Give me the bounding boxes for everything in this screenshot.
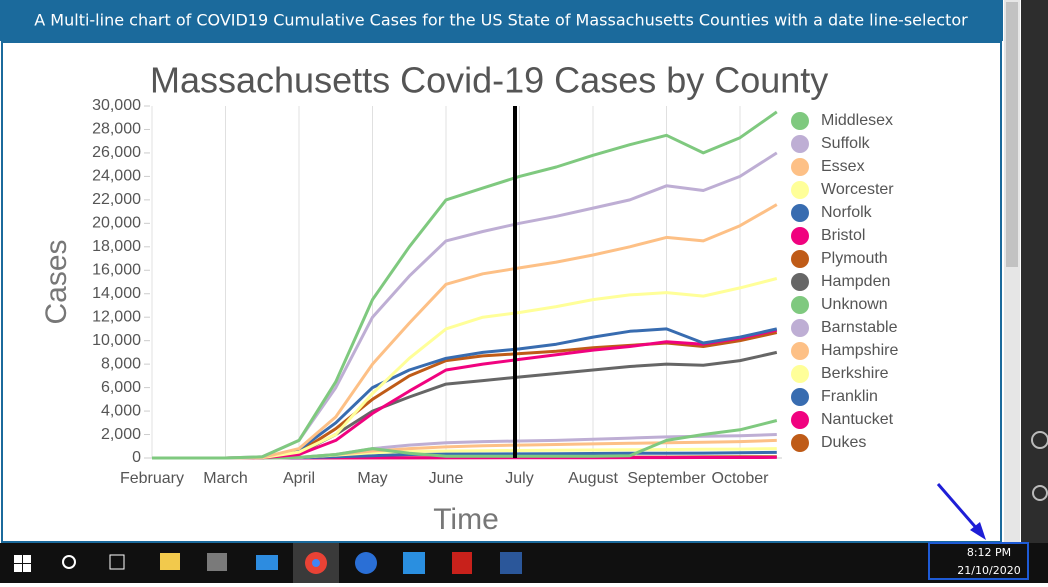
legend-marker <box>791 434 809 452</box>
arrow-head <box>970 522 986 540</box>
legend-label: Worcester <box>821 181 894 198</box>
y-tick-label: 8,000 <box>101 355 141 372</box>
y-tick-label: 22,000 <box>92 191 141 208</box>
annotation-arrow <box>936 483 980 531</box>
legend-marker <box>791 296 809 314</box>
legend-marker <box>791 227 809 245</box>
legend-marker <box>791 112 809 130</box>
x-tick-label: June <box>429 470 464 487</box>
x-tick-label: May <box>357 470 387 487</box>
y-tick-label: 16,000 <box>92 261 141 278</box>
header-title: A Multi-line chart of COVID19 Cumulative… <box>34 11 968 30</box>
legend-label: Unknown <box>821 296 888 313</box>
legend-label: Bristol <box>821 227 865 244</box>
task-view-icon[interactable] <box>109 554 125 570</box>
y-tick-label: 28,000 <box>92 121 141 138</box>
legend-marker <box>791 365 809 383</box>
y-tick-label: 24,000 <box>92 168 141 185</box>
clock-date[interactable]: 21/10/2020 <box>957 564 1020 577</box>
firefox-icon[interactable] <box>355 552 377 574</box>
y-tick-label: 30,000 <box>92 97 141 114</box>
word-icon[interactable] <box>500 552 522 574</box>
chart-frame <box>1 41 1002 543</box>
legend-marker <box>791 411 809 429</box>
legend-label: Hampden <box>821 273 890 290</box>
legend-label: Franklin <box>821 388 878 405</box>
legend-marker <box>791 135 809 153</box>
y-tick-label: 2,000 <box>101 426 141 443</box>
search-icon[interactable] <box>62 555 76 569</box>
y-axis-label: Cases <box>40 239 73 324</box>
explorer-icon[interactable] <box>160 553 180 570</box>
legend-label: Suffolk <box>821 135 871 152</box>
y-tick-label: 20,000 <box>92 215 141 232</box>
x-tick-label: September <box>627 470 706 487</box>
chart-title: Massachusetts Covid-19 Cases by County <box>150 60 828 101</box>
y-tick-label: 12,000 <box>92 308 141 325</box>
legend-marker <box>791 181 809 199</box>
settings-icon[interactable] <box>1032 485 1048 501</box>
legend-label: Dukes <box>821 434 866 451</box>
legend-label: Norfolk <box>821 204 873 221</box>
legend-marker <box>791 273 809 291</box>
store-icon[interactable] <box>207 553 227 571</box>
mail-icon[interactable] <box>256 555 278 570</box>
legend-marker <box>791 250 809 268</box>
x-tick-label: February <box>120 470 184 487</box>
legend-label: Berkshire <box>821 365 889 382</box>
legend-label: Barnstable <box>821 319 898 336</box>
taskbar <box>0 543 1048 583</box>
acrobat-icon[interactable] <box>452 552 472 574</box>
clock-highlight <box>928 542 1029 580</box>
chrome-center <box>312 559 320 567</box>
clock-time[interactable]: 8:12 PM <box>967 546 1011 559</box>
y-tick-label: 6,000 <box>101 379 141 396</box>
y-tick-label: 10,000 <box>92 332 141 349</box>
y-tick-label: 18,000 <box>92 238 141 255</box>
x-tick-label: April <box>283 470 315 487</box>
legend-label: Middlesex <box>821 112 893 129</box>
header-bar <box>0 0 1003 41</box>
account-icon[interactable] <box>1031 431 1048 449</box>
y-tick-label: 4,000 <box>101 402 141 419</box>
legend-label: Plymouth <box>821 250 888 267</box>
series-line <box>152 110 778 460</box>
legend-marker <box>791 342 809 360</box>
x-tick-label: August <box>568 470 618 487</box>
scroll-thumb[interactable] <box>1006 2 1018 267</box>
legend-marker <box>791 158 809 176</box>
legend-label: Hampshire <box>821 342 898 359</box>
legend-marker <box>791 319 809 337</box>
x-tick-label: July <box>505 470 533 487</box>
vscode-icon[interactable] <box>403 552 425 574</box>
x-tick-label: October <box>712 470 770 487</box>
y-tick-label: 26,000 <box>92 144 141 161</box>
x-tick-label: March <box>203 470 247 487</box>
y-tick-label: 0 <box>132 449 141 466</box>
y-tick-label: 14,000 <box>92 285 141 302</box>
legend-label: Essex <box>821 158 865 175</box>
x-axis-label: Time <box>433 503 499 536</box>
legend-label: Nantucket <box>821 411 894 428</box>
legend-marker <box>791 388 809 406</box>
legend-marker <box>791 204 809 222</box>
side-panel <box>1021 0 1048 543</box>
start-button[interactable] <box>14 555 31 572</box>
